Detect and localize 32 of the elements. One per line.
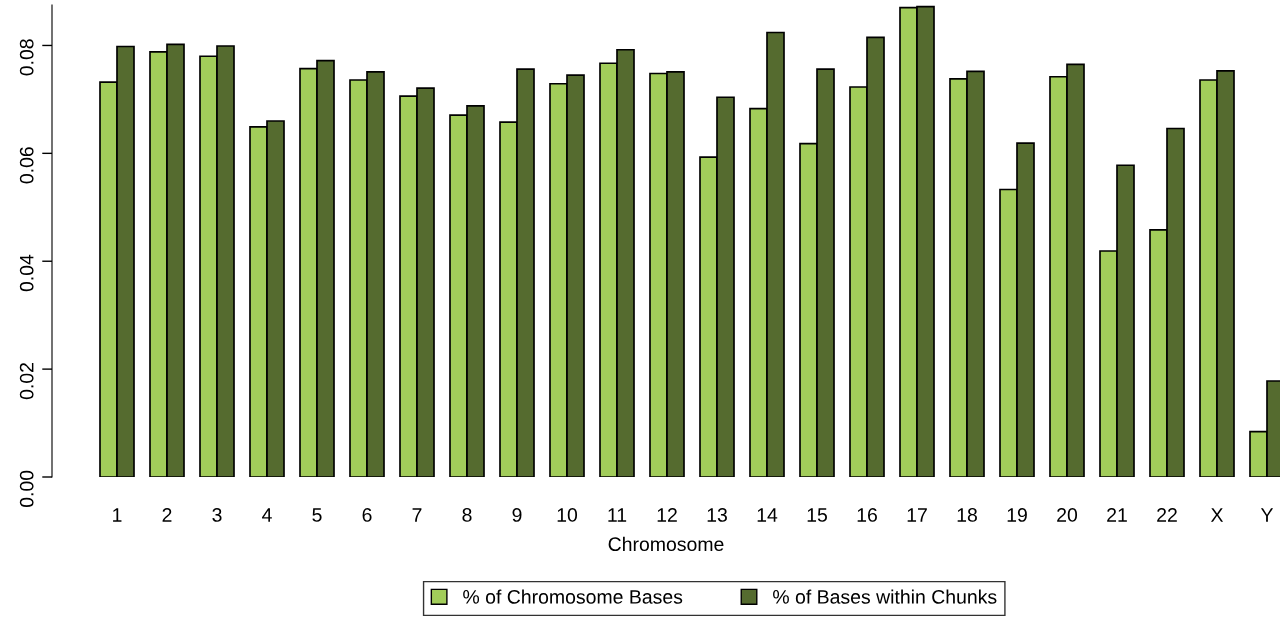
x-tick-label: 3 <box>212 508 222 522</box>
x-tick-label: 22 <box>1157 508 1177 522</box>
x-tick-label: 6 <box>362 508 372 522</box>
y-tick-label: 0.02 <box>19 363 34 400</box>
x-tick-label: 18 <box>957 508 977 522</box>
y-tick-label: 0.06 <box>19 147 34 184</box>
y-tick-label: 0.04 <box>19 254 34 292</box>
y-tick-label: 0.00 <box>19 470 34 508</box>
x-tick-label: 4 <box>262 508 272 522</box>
x-tick-label: 8 <box>462 508 472 522</box>
x-axis-title: Chromosome <box>608 536 724 552</box>
x-tick-label: 5 <box>312 508 322 522</box>
legend-label: % of Bases within Chunks <box>773 589 997 604</box>
x-tick-label: X <box>1210 508 1224 522</box>
x-tick-label: 19 <box>1007 508 1027 522</box>
x-tick-label: 17 <box>907 508 927 522</box>
x-tick-label: 13 <box>707 508 727 522</box>
x-tick-label: 9 <box>512 508 522 522</box>
x-tick-label: 15 <box>807 508 827 522</box>
legend-label: % of Chromosome Bases <box>463 589 683 604</box>
x-tick-label: 20 <box>1057 508 1078 522</box>
x-tick-label: 12 <box>657 508 677 522</box>
x-tick-label: Y <box>1260 508 1274 522</box>
x-tick-label: 10 <box>557 508 578 522</box>
x-tick-label: 21 <box>1107 508 1127 522</box>
x-tick-label: 2 <box>162 508 172 522</box>
x-tick-label: 1 <box>113 508 122 522</box>
x-tick-label: 14 <box>757 508 778 522</box>
x-tick-label: 11 <box>608 508 627 522</box>
y-tick-label: 0.08 <box>19 39 34 76</box>
x-tick-label: 7 <box>412 508 422 522</box>
x-tick-label: 16 <box>857 508 877 522</box>
